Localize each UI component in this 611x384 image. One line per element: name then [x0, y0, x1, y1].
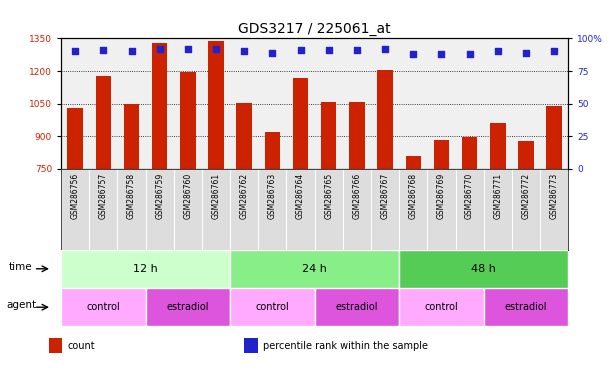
Point: [352, 47, 362, 53]
Text: GSM286758: GSM286758: [127, 173, 136, 219]
Point: [211, 46, 221, 52]
Point: [70, 48, 80, 55]
Point: [296, 47, 306, 53]
Text: GSM286756: GSM286756: [71, 173, 79, 219]
Bar: [265, 132, 280, 169]
Text: GSM286762: GSM286762: [240, 173, 249, 219]
Text: 24 h: 24 h: [302, 264, 327, 274]
Text: control: control: [87, 302, 120, 312]
Bar: [349, 101, 365, 169]
Text: control: control: [425, 302, 458, 312]
Text: agent: agent: [6, 300, 36, 310]
Text: estradiol: estradiol: [167, 302, 209, 312]
Text: GSM286773: GSM286773: [550, 173, 558, 219]
Bar: [230, 250, 399, 288]
Text: GSM286768: GSM286768: [409, 173, 418, 219]
Bar: [67, 108, 83, 169]
Point: [521, 50, 531, 56]
Bar: [61, 288, 145, 326]
Bar: [315, 288, 399, 326]
Text: GSM286763: GSM286763: [268, 173, 277, 219]
Bar: [399, 250, 568, 288]
Bar: [490, 123, 505, 169]
Bar: [61, 250, 230, 288]
Point: [408, 51, 418, 57]
Text: GSM286757: GSM286757: [99, 173, 108, 219]
Bar: [124, 104, 139, 169]
Point: [155, 46, 164, 52]
Bar: [230, 288, 315, 326]
Bar: [399, 288, 484, 326]
Bar: [378, 70, 393, 169]
Point: [493, 48, 503, 55]
Point: [240, 48, 249, 55]
Bar: [321, 101, 337, 169]
Text: GSM286767: GSM286767: [381, 173, 390, 219]
Point: [465, 51, 475, 57]
Text: time: time: [9, 262, 33, 272]
Text: count: count: [67, 341, 95, 351]
Bar: [95, 76, 111, 169]
Text: GSM286770: GSM286770: [465, 173, 474, 219]
Text: GSM286772: GSM286772: [521, 173, 530, 219]
Bar: [236, 103, 252, 169]
Text: control: control: [255, 302, 289, 312]
Text: GSM286761: GSM286761: [211, 173, 221, 219]
Bar: [462, 137, 477, 169]
Title: GDS3217 / 225061_at: GDS3217 / 225061_at: [238, 22, 391, 36]
Text: GSM286765: GSM286765: [324, 173, 333, 219]
Text: GSM286760: GSM286760: [183, 173, 192, 219]
Point: [98, 47, 108, 53]
Text: GSM286769: GSM286769: [437, 173, 446, 219]
Bar: [293, 78, 309, 169]
Bar: [434, 140, 449, 169]
Bar: [244, 338, 258, 353]
Text: GSM286766: GSM286766: [353, 173, 362, 219]
Text: estradiol: estradiol: [335, 302, 378, 312]
Bar: [546, 106, 562, 169]
Point: [183, 46, 193, 52]
Point: [380, 46, 390, 52]
Bar: [518, 141, 534, 169]
Bar: [152, 43, 167, 169]
Point: [324, 47, 334, 53]
Text: estradiol: estradiol: [505, 302, 547, 312]
Bar: [49, 338, 62, 353]
Bar: [145, 288, 230, 326]
Text: GSM286771: GSM286771: [493, 173, 502, 219]
Point: [549, 48, 559, 55]
Bar: [406, 156, 421, 169]
Point: [126, 48, 136, 55]
Bar: [180, 72, 196, 169]
Point: [268, 50, 277, 56]
Point: [436, 51, 446, 57]
Text: GSM286764: GSM286764: [296, 173, 305, 219]
Bar: [208, 41, 224, 169]
Text: 12 h: 12 h: [133, 264, 158, 274]
Text: GSM286759: GSM286759: [155, 173, 164, 219]
Text: percentile rank within the sample: percentile rank within the sample: [263, 341, 428, 351]
Text: 48 h: 48 h: [471, 264, 496, 274]
Bar: [484, 288, 568, 326]
